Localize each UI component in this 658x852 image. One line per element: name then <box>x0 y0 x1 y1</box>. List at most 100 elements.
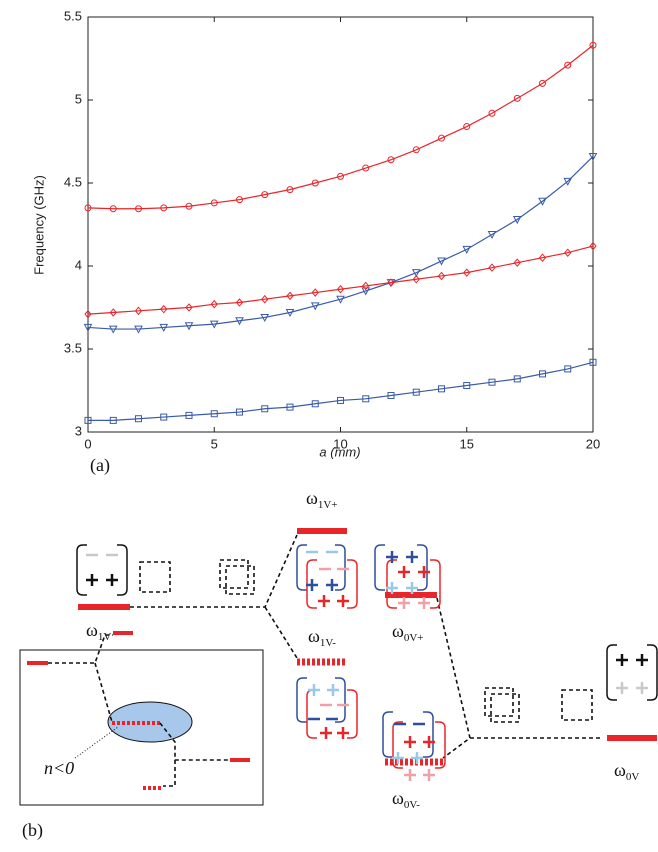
marker <box>109 205 117 213</box>
symbol: ω <box>392 621 404 641</box>
symbol: ω <box>392 788 404 808</box>
panel-label: (b) <box>22 820 43 841</box>
x-tick-label: 0 <box>84 436 91 451</box>
marker <box>337 172 344 180</box>
marker <box>236 196 243 204</box>
marker <box>463 268 471 277</box>
resonator <box>382 711 434 758</box>
marker <box>564 365 572 373</box>
marker <box>387 156 395 164</box>
marker <box>387 391 395 399</box>
marker <box>261 294 269 304</box>
marker <box>563 177 573 186</box>
marker <box>311 400 319 408</box>
marker <box>209 320 219 329</box>
marker <box>362 281 370 291</box>
marker <box>185 303 193 312</box>
marker <box>462 245 472 254</box>
marker <box>564 61 572 69</box>
resonator <box>296 544 346 591</box>
resonator <box>386 559 441 609</box>
marker <box>261 405 269 413</box>
marker <box>84 204 92 212</box>
symbol: ω <box>86 620 98 640</box>
marker <box>588 152 598 161</box>
series-line <box>87 156 594 330</box>
y-tick-label: 5.5 <box>64 8 82 23</box>
marker <box>589 358 597 366</box>
marker <box>411 269 421 278</box>
dashed-resonator <box>219 559 249 589</box>
series-line <box>88 361 594 421</box>
marker <box>337 396 344 404</box>
marker <box>513 375 521 383</box>
y-axis-label: Frequency (GHz) <box>31 175 46 275</box>
symbol: ω <box>308 626 320 646</box>
marker <box>311 179 319 187</box>
marker <box>84 416 92 424</box>
marker <box>160 413 168 421</box>
dashed-resonator <box>490 693 520 723</box>
subscript: 0V+ <box>404 632 424 644</box>
symbol: ω <box>614 760 626 780</box>
marker <box>361 287 371 296</box>
energy-levels <box>78 528 657 766</box>
inset: n<0 <box>19 631 264 806</box>
marker <box>412 275 420 284</box>
marker <box>487 230 497 240</box>
resonator <box>392 721 446 769</box>
marker <box>463 382 471 390</box>
x-tick-label: 15 <box>460 436 474 451</box>
level-label: ω0V- <box>392 788 420 810</box>
marker <box>311 288 319 297</box>
marker <box>564 248 572 257</box>
marker <box>512 216 522 225</box>
inset-label: n<0 <box>44 758 74 778</box>
y-tick-label: 4.5 <box>64 174 82 189</box>
subscript: 1V- <box>320 637 336 649</box>
marker <box>235 317 244 326</box>
marker <box>538 253 547 262</box>
marker <box>589 41 597 49</box>
marker <box>437 257 446 266</box>
symbol: ω <box>306 488 318 508</box>
marker <box>184 322 194 331</box>
resonator <box>306 689 358 739</box>
resonator <box>296 677 346 723</box>
marker <box>362 395 370 403</box>
resonator <box>606 644 658 701</box>
marker <box>210 410 218 418</box>
resonator <box>374 544 428 591</box>
marker <box>438 385 445 393</box>
marker <box>412 146 420 154</box>
marker <box>589 241 597 251</box>
marker <box>286 291 294 301</box>
marker <box>210 299 218 309</box>
marker <box>210 199 218 207</box>
marker <box>84 309 92 319</box>
marker <box>286 186 294 194</box>
y-tick-label: 3.5 <box>64 340 82 355</box>
marker <box>134 306 143 316</box>
x-tick-label: 10 <box>333 436 347 451</box>
marker <box>83 323 93 332</box>
marker <box>134 325 143 334</box>
level-label: ω1V <box>86 620 111 642</box>
subscript: 0V- <box>404 799 420 811</box>
marker <box>336 284 345 294</box>
subscript: 1V <box>98 631 112 643</box>
marker <box>336 295 345 304</box>
dashed-resonator <box>484 687 514 717</box>
marker <box>513 258 521 267</box>
marker <box>109 416 117 424</box>
marker <box>412 388 420 396</box>
level-label: ω1V- <box>308 626 336 648</box>
dashed-resonator <box>561 689 593 721</box>
series-line <box>87 44 594 210</box>
marker <box>135 415 142 423</box>
marker <box>285 308 295 318</box>
subscript: 1V+ <box>318 499 338 511</box>
marker <box>437 271 446 281</box>
marker <box>538 197 547 206</box>
